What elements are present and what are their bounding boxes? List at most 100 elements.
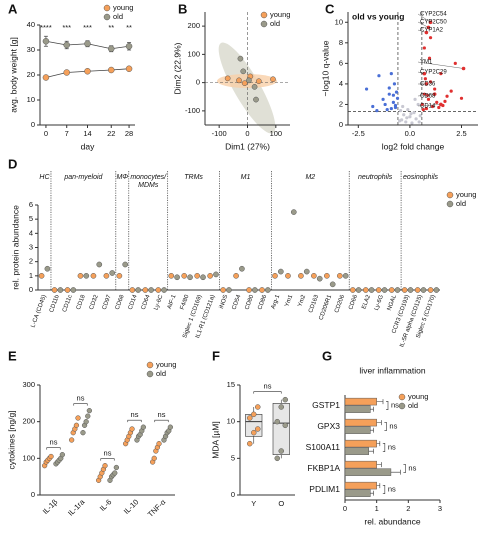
point xyxy=(226,287,232,293)
significance-bracket xyxy=(386,401,389,410)
x-tick-label: 0 xyxy=(44,129,48,138)
x-tick-label: L-CA (CD45) xyxy=(30,294,47,328)
group-label: pan-myeloid xyxy=(63,174,103,181)
point xyxy=(282,396,288,403)
point xyxy=(251,84,258,90)
point xyxy=(255,404,261,410)
point xyxy=(90,272,97,279)
group-label: neutrophils xyxy=(358,174,393,181)
labeled-point xyxy=(432,92,437,96)
x-tick-label: Ly-6C xyxy=(154,294,165,312)
y-tick-label: GPX3 xyxy=(317,421,340,431)
legend-marker xyxy=(398,393,406,401)
point xyxy=(140,424,147,430)
x-tick-label: 7 xyxy=(65,129,69,138)
point xyxy=(239,265,245,272)
labeled-point xyxy=(439,102,443,107)
x-tick-label: CD97 xyxy=(102,294,113,311)
point xyxy=(274,455,280,462)
y-tick-label: 300 xyxy=(22,380,35,389)
label-leader xyxy=(417,61,464,69)
chart-title: liver inflammation xyxy=(359,365,425,375)
point xyxy=(453,61,457,65)
point xyxy=(311,272,317,279)
x-tick-label: ELA2 xyxy=(361,294,372,310)
point xyxy=(187,274,193,281)
point xyxy=(387,86,391,90)
chart-title: old vs young xyxy=(352,11,404,21)
point-label: YM1 xyxy=(420,60,433,66)
x-tick-label: Ly-6G xyxy=(374,294,385,312)
x-tick-label: Arg-1 xyxy=(271,294,282,310)
legend-label: young xyxy=(156,360,176,369)
point xyxy=(142,287,149,293)
point xyxy=(259,287,265,293)
y-axis-label: cytokines [ng/g] xyxy=(6,410,16,469)
label-leader xyxy=(417,21,429,28)
labeled-point xyxy=(428,20,433,25)
legend-label: young xyxy=(270,10,290,19)
point xyxy=(68,437,75,443)
point xyxy=(151,455,157,461)
point xyxy=(129,287,136,293)
point xyxy=(449,89,453,93)
point xyxy=(51,287,58,293)
point xyxy=(207,272,213,279)
point xyxy=(103,272,110,279)
panel-label: G xyxy=(322,348,332,363)
significance: ns xyxy=(389,421,397,430)
group-label: eosinophils xyxy=(403,174,439,181)
point xyxy=(125,65,133,72)
point-label: CYP2C29 xyxy=(420,70,447,76)
point xyxy=(371,104,375,109)
y-axis-label: Dim2 (22.9%) xyxy=(172,42,182,94)
point xyxy=(70,287,77,293)
significance: ** xyxy=(126,23,132,32)
point xyxy=(109,270,116,276)
x-tick-label: CD66 xyxy=(348,294,359,311)
point xyxy=(213,271,219,278)
legend-marker xyxy=(398,402,406,410)
point xyxy=(420,102,424,107)
point xyxy=(148,287,154,293)
point xyxy=(329,281,336,288)
significance: ns xyxy=(408,463,416,472)
significance: ns xyxy=(388,442,396,451)
error-bar xyxy=(376,441,381,447)
y-tick-label: 40 xyxy=(27,20,35,29)
point xyxy=(392,82,397,86)
y-tick-label: 100 xyxy=(22,453,35,462)
panel-label: E xyxy=(8,348,17,363)
point xyxy=(397,119,402,123)
y-tick-label: 10 xyxy=(227,417,235,426)
point xyxy=(59,452,66,458)
point xyxy=(414,117,418,121)
point xyxy=(383,102,387,107)
point xyxy=(362,287,369,293)
x-axis-label: log2 fold change xyxy=(382,141,445,151)
point xyxy=(377,74,381,78)
point xyxy=(408,115,412,119)
point xyxy=(391,100,395,104)
legend-marker xyxy=(446,191,454,199)
point xyxy=(427,56,432,60)
group-label: monocytes/ xyxy=(130,174,167,181)
x-tick-label: CD11b xyxy=(49,294,61,314)
y-tick-label: 200 xyxy=(22,417,35,426)
point xyxy=(405,116,409,120)
bar xyxy=(344,489,371,497)
error-bar xyxy=(390,469,401,475)
x-tick-label: CD18 xyxy=(76,294,87,311)
point xyxy=(255,426,261,432)
x-tick-label: -100 xyxy=(212,129,227,138)
labeled-point xyxy=(426,25,431,30)
group-label: M2 xyxy=(305,174,315,181)
point xyxy=(342,272,349,279)
x-tick-label: O xyxy=(278,499,284,508)
point xyxy=(83,419,89,425)
legend-label: old xyxy=(408,401,418,410)
x-tick-label: CD32 xyxy=(89,294,100,311)
group-label: HC xyxy=(39,174,50,181)
point xyxy=(246,287,252,293)
significance-bracket xyxy=(127,419,142,423)
